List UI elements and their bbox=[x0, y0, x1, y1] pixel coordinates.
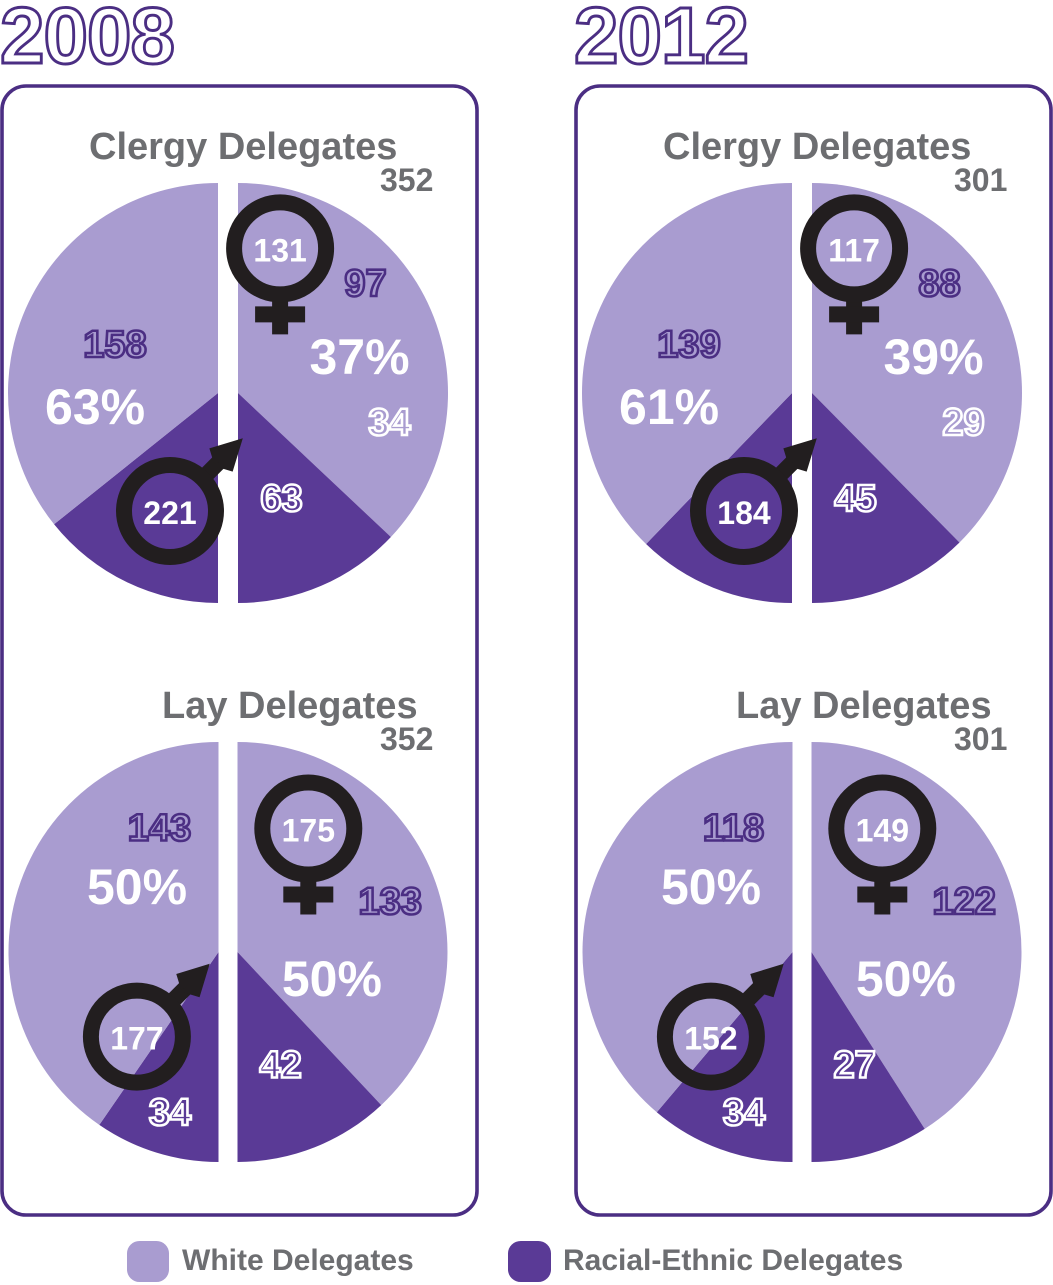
svg-text:29: 29 bbox=[942, 402, 984, 444]
svg-text:88: 88 bbox=[918, 263, 960, 305]
svg-text:131: 131 bbox=[253, 232, 306, 268]
svg-text:50%: 50% bbox=[282, 951, 382, 1007]
svg-text:45: 45 bbox=[834, 478, 876, 520]
svg-text:27: 27 bbox=[833, 1045, 875, 1087]
svg-text:139: 139 bbox=[657, 324, 720, 366]
svg-text:34: 34 bbox=[149, 1092, 191, 1134]
svg-text:34: 34 bbox=[368, 402, 410, 444]
svg-text:61%: 61% bbox=[619, 379, 719, 435]
svg-text:63: 63 bbox=[260, 478, 302, 520]
svg-text:177: 177 bbox=[110, 1021, 163, 1057]
svg-text:63%: 63% bbox=[45, 379, 145, 435]
svg-text:158: 158 bbox=[83, 324, 146, 366]
svg-text:184: 184 bbox=[717, 495, 771, 531]
svg-text:50%: 50% bbox=[87, 859, 187, 915]
svg-text:122: 122 bbox=[932, 881, 995, 923]
svg-text:50%: 50% bbox=[856, 951, 956, 1007]
svg-text:133: 133 bbox=[358, 881, 421, 923]
svg-text:143: 143 bbox=[128, 808, 191, 850]
svg-text:117: 117 bbox=[828, 232, 880, 268]
svg-text:50%: 50% bbox=[661, 859, 761, 915]
svg-text:118: 118 bbox=[703, 808, 764, 850]
svg-text:37%: 37% bbox=[309, 329, 409, 385]
svg-text:149: 149 bbox=[856, 813, 909, 849]
svg-text:152: 152 bbox=[684, 1021, 737, 1057]
svg-text:221: 221 bbox=[143, 495, 196, 531]
svg-text:175: 175 bbox=[282, 813, 335, 849]
svg-text:97: 97 bbox=[344, 263, 386, 305]
svg-text:34: 34 bbox=[723, 1092, 765, 1134]
svg-text:42: 42 bbox=[259, 1045, 301, 1087]
svg-text:39%: 39% bbox=[883, 329, 983, 385]
